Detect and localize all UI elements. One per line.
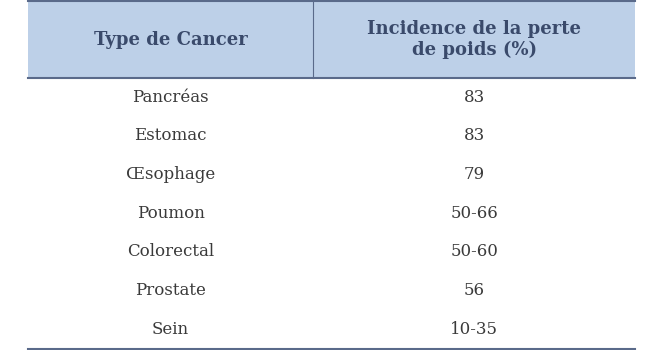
FancyBboxPatch shape: [28, 232, 635, 271]
Text: Colorectal: Colorectal: [127, 243, 214, 260]
FancyBboxPatch shape: [28, 310, 635, 349]
Text: Type de Cancer: Type de Cancer: [93, 30, 247, 49]
FancyBboxPatch shape: [28, 117, 635, 155]
Text: Incidence de la perte
de poids (%): Incidence de la perte de poids (%): [367, 20, 581, 59]
Text: Prostate: Prostate: [135, 282, 206, 299]
FancyBboxPatch shape: [28, 194, 635, 232]
Text: 83: 83: [463, 89, 485, 106]
FancyBboxPatch shape: [28, 155, 635, 194]
Text: 79: 79: [463, 166, 485, 183]
Text: 56: 56: [463, 282, 485, 299]
Text: Estomac: Estomac: [135, 127, 207, 144]
Text: 83: 83: [463, 127, 485, 144]
Text: 50-66: 50-66: [450, 205, 498, 222]
Text: 10-35: 10-35: [450, 321, 498, 338]
Text: Poumon: Poumon: [137, 205, 204, 222]
FancyBboxPatch shape: [28, 271, 635, 310]
Text: Pancréas: Pancréas: [132, 89, 209, 106]
Text: Œsophage: Œsophage: [126, 166, 215, 183]
Text: 50-60: 50-60: [450, 243, 498, 260]
FancyBboxPatch shape: [28, 78, 635, 117]
FancyBboxPatch shape: [28, 1, 635, 78]
Text: Sein: Sein: [152, 321, 189, 338]
